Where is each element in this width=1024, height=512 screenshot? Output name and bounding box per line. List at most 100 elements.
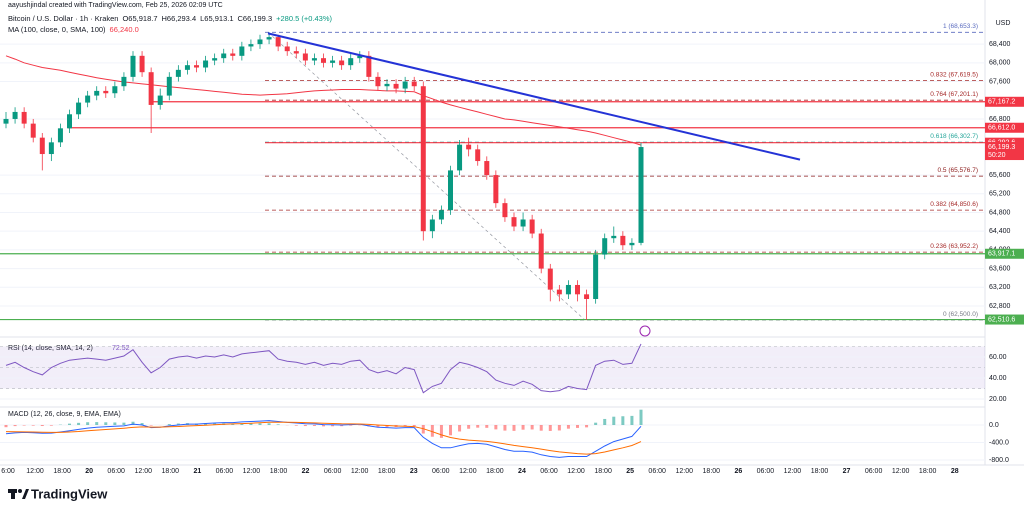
candle-body (121, 76, 127, 87)
histogram-bar (240, 423, 244, 425)
histogram-bar (86, 422, 90, 425)
rsi-value: 72.52 (112, 345, 130, 352)
candle-body (57, 128, 63, 143)
candle-body (130, 55, 136, 77)
histogram-bar (548, 425, 552, 431)
y-tick-label: 63,200 (989, 284, 1011, 291)
histogram-bar (13, 425, 17, 427)
x-tick-label: 12:00 (26, 468, 44, 475)
candle-body (575, 284, 580, 295)
macd-line (5, 420, 642, 458)
histogram-bar (31, 425, 35, 426)
candle-body (556, 289, 562, 295)
candle-body (366, 55, 372, 77)
histogram-bar (376, 425, 380, 428)
x-tick-label: 22 (302, 468, 310, 475)
histogram-bar (258, 423, 262, 425)
candle-body (611, 235, 617, 239)
candle-body (475, 149, 481, 162)
candle-body (76, 102, 82, 115)
ohlc: L65,913.1 (200, 14, 234, 23)
x-tick-label: 26 (734, 468, 742, 475)
x-tick-label: 12:00 (784, 468, 802, 475)
histogram-bar (485, 425, 489, 428)
x-tick-label: 06:00 (648, 468, 666, 475)
histogram-bar (4, 425, 8, 428)
ohlc: C66,199.3 (237, 14, 273, 23)
fib-label: 0 (62,500.0) (943, 311, 978, 318)
histogram-bar (421, 425, 425, 434)
fib-label: 0.236 (63,952.2) (930, 243, 978, 250)
histogram-bar (49, 425, 53, 426)
candle-body (493, 175, 499, 204)
ohlc: H66,293.4 (161, 14, 197, 23)
histogram-bar (639, 409, 643, 425)
histogram-bar (322, 425, 325, 427)
y-tick-label: 68,400 (989, 41, 1011, 48)
ma-row: MA (100, close, 0, SMA, 100) 66,240.0 (8, 25, 139, 34)
x-tick-label: 27 (843, 468, 851, 475)
x-tick-label: 18:00 (594, 468, 612, 475)
fib-label: 0.382 (64,850.6) (930, 201, 978, 208)
candle-body (330, 60, 336, 63)
histogram-bar (539, 425, 543, 431)
candle-body (511, 217, 517, 227)
price-tag-label: 67,167.2 (988, 99, 1015, 106)
price-tag (985, 96, 1024, 107)
x-tick-label: 06:00 (216, 468, 234, 475)
histogram-bar (77, 422, 81, 425)
candle-body (638, 147, 644, 243)
candle-body (529, 219, 535, 234)
candle-body (175, 69, 181, 77)
y-tick-label: 66,800 (989, 116, 1011, 123)
x-tick-label: 18:00 (486, 468, 504, 475)
candle-body (457, 144, 463, 171)
candle-body (402, 81, 408, 89)
candle-body (148, 72, 154, 105)
x-tick-label: 23 (410, 468, 418, 475)
candle-body (302, 53, 308, 61)
candle-body (602, 238, 608, 255)
logo-part (18, 489, 22, 493)
histogram-bar (585, 425, 589, 428)
x-tick-label: 12:00 (892, 468, 910, 475)
candle-body (67, 114, 72, 129)
candle-body (266, 37, 272, 40)
candle-body (629, 242, 635, 246)
fib-label: 0.618 (66,302.7) (930, 133, 978, 140)
histogram-bar (412, 425, 416, 427)
candle-body (194, 65, 199, 68)
histogram-bar (576, 425, 579, 428)
candle-body (85, 95, 91, 103)
histogram-bar (113, 422, 117, 425)
price-tag (985, 122, 1024, 133)
x-tick-label: 6:00 (1, 468, 15, 475)
candle-body (39, 137, 45, 155)
candle-body (384, 83, 390, 87)
candle-body (420, 86, 426, 232)
histogram-bar (594, 422, 598, 425)
candle-body (12, 111, 18, 119)
candle-body (593, 254, 599, 299)
x-tick-label: 18:00 (53, 468, 71, 475)
histogram-bar (403, 425, 407, 427)
x-tick-label: 20 (85, 468, 93, 475)
histogram-bar (449, 425, 452, 436)
x-tick-label: 12:00 (459, 468, 477, 475)
x-tick-label: 18:00 (162, 468, 180, 475)
histogram-bar (439, 425, 443, 438)
x-tick-label: 06:00 (865, 468, 883, 475)
credit-text: aayushjindal created with TradingView.co… (8, 2, 223, 9)
candle-body (48, 142, 54, 155)
histogram-bar (476, 425, 480, 428)
symbol-row: Bitcoin / U.S. Dollar · 1h · Kraken O65,… (8, 14, 332, 23)
x-tick-label: 18:00 (270, 468, 288, 475)
x-tick-label: 12:00 (351, 468, 369, 475)
candle-body (547, 268, 553, 290)
candle-body (448, 170, 453, 211)
histogram-bar (104, 422, 108, 425)
histogram-bar (95, 422, 99, 425)
price-tag-label: 66,199.3 (988, 144, 1015, 151)
logo-part (11, 489, 15, 499)
